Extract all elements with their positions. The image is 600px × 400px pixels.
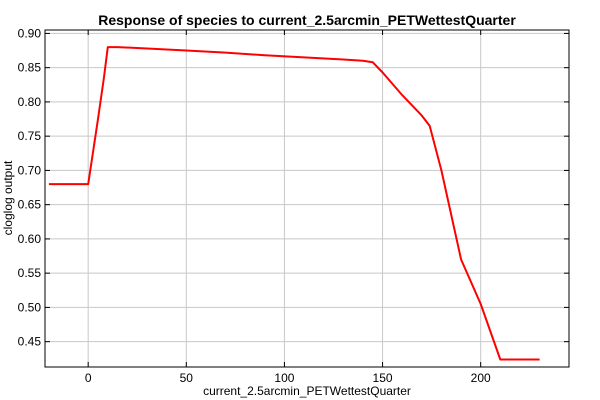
grid (45, 30, 569, 367)
x-tick-label: 50 (180, 371, 194, 385)
y-tick-label: 0.90 (18, 26, 42, 40)
y-tick-label: 0.45 (18, 335, 42, 349)
y-axis-label: cloglog output (1, 160, 15, 235)
y-tick-label: 0.75 (18, 129, 42, 143)
y-tick-label: 0.50 (18, 300, 42, 314)
x-axis-label: current_2.5arcmin_PETWettestQuarter (203, 384, 411, 398)
response-curve (48, 46, 540, 361)
series-group (48, 46, 540, 361)
y-tick-label: 0.60 (18, 232, 42, 246)
x-tick-label: 150 (373, 371, 393, 385)
x-tick-label: 0 (85, 371, 92, 385)
ticks (45, 30, 569, 367)
plot-frame (44, 29, 570, 368)
y-tick-label: 0.70 (18, 163, 42, 177)
x-tick-label: 200 (471, 371, 491, 385)
x-tick-label: 100 (274, 371, 294, 385)
y-tick-label: 0.55 (18, 266, 42, 280)
chart-title: Response of species to current_2.5arcmin… (98, 12, 516, 28)
y-tick-label: 0.80 (18, 95, 42, 109)
y-tick-label: 0.85 (18, 61, 42, 75)
y-tick-labels: 0.45 0.50 0.55 0.60 0.65 0.70 0.75 0.80 0.85 0.90 (18, 26, 42, 348)
y-tick-label: 0.65 (18, 198, 42, 212)
x-tick-labels: 0 50 100 150 200 (85, 371, 491, 385)
